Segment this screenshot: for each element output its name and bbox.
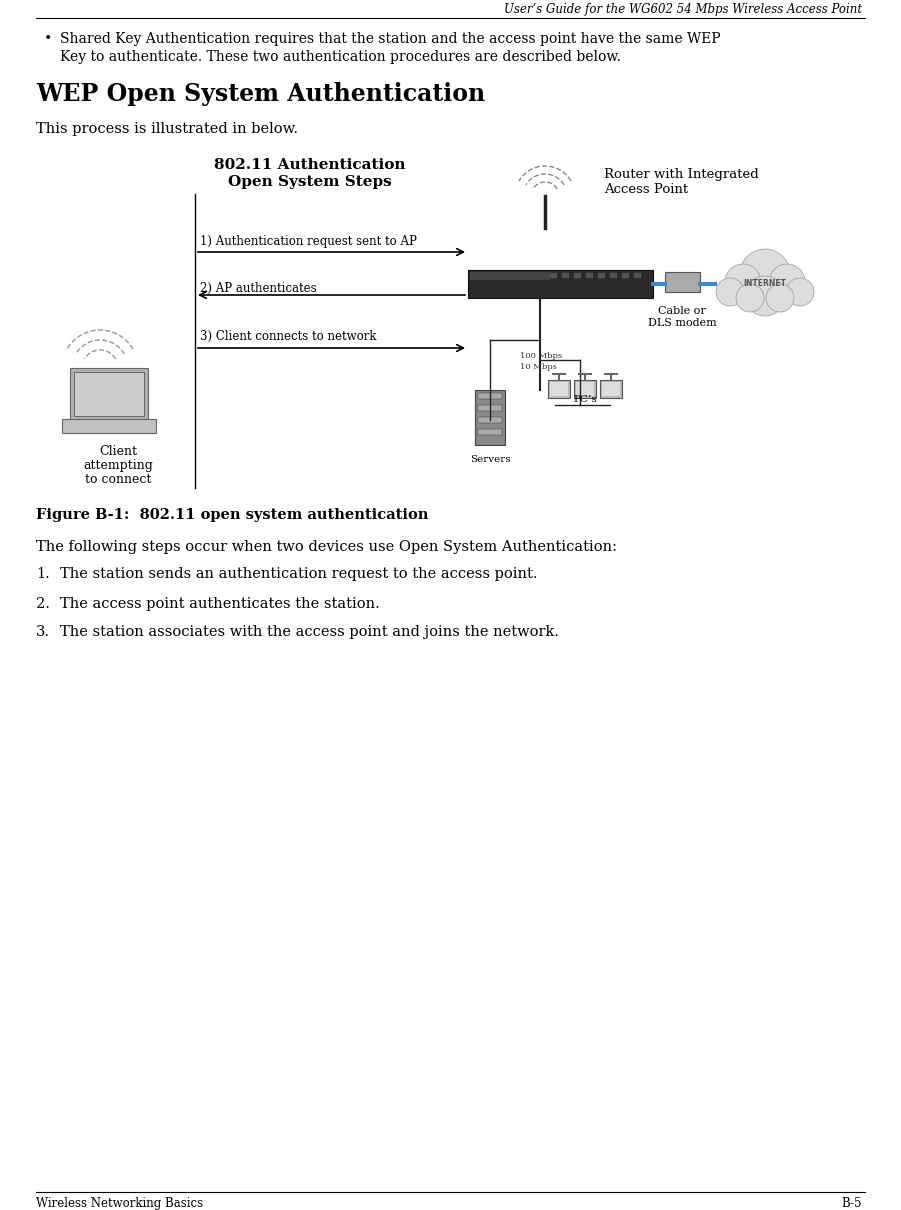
Text: The station sends an authentication request to the access point.: The station sends an authentication requ… bbox=[60, 567, 538, 581]
Text: PC’s: PC’s bbox=[573, 394, 596, 404]
Text: •: • bbox=[44, 31, 52, 46]
Circle shape bbox=[766, 284, 794, 312]
Text: Shared Key Authentication requires that the station and the access point have th: Shared Key Authentication requires that … bbox=[60, 31, 721, 46]
Text: The access point authenticates the station.: The access point authenticates the stati… bbox=[60, 597, 379, 611]
Bar bbox=[490, 273, 497, 278]
Text: Access Point: Access Point bbox=[604, 183, 688, 196]
Bar bbox=[475, 390, 505, 445]
Text: Cable or: Cable or bbox=[658, 306, 705, 316]
Bar bbox=[526, 273, 533, 278]
Circle shape bbox=[745, 276, 785, 316]
Circle shape bbox=[716, 278, 744, 306]
Bar bbox=[548, 380, 570, 398]
Text: B-5: B-5 bbox=[842, 1197, 862, 1210]
Bar bbox=[62, 419, 156, 433]
Text: 1) Authentication request sent to AP: 1) Authentication request sent to AP bbox=[200, 235, 417, 248]
Circle shape bbox=[786, 278, 814, 306]
Text: The station associates with the access point and joins the network.: The station associates with the access p… bbox=[60, 626, 559, 639]
Bar bbox=[478, 405, 502, 411]
Bar bbox=[470, 272, 550, 280]
Bar bbox=[574, 380, 596, 398]
Text: 2.: 2. bbox=[36, 597, 50, 611]
Text: INTERNET: INTERNET bbox=[743, 280, 787, 288]
Bar bbox=[478, 417, 502, 424]
Bar bbox=[576, 382, 594, 396]
Text: WEP Open System Authentication: WEP Open System Authentication bbox=[36, 82, 485, 106]
Bar bbox=[598, 273, 605, 278]
Bar bbox=[610, 273, 617, 278]
Bar bbox=[514, 273, 521, 278]
Text: Open System Steps: Open System Steps bbox=[228, 175, 392, 189]
Bar bbox=[634, 273, 641, 278]
Circle shape bbox=[769, 264, 805, 300]
Text: 3.: 3. bbox=[36, 626, 50, 639]
Bar bbox=[478, 430, 502, 436]
Text: Wireless Networking Basics: Wireless Networking Basics bbox=[36, 1197, 203, 1210]
Text: Key to authenticate. These two authentication procedures are described below.: Key to authenticate. These two authentic… bbox=[60, 50, 621, 64]
Circle shape bbox=[740, 249, 790, 299]
Text: 802.11 Authentication: 802.11 Authentication bbox=[214, 159, 405, 172]
Text: 1.: 1. bbox=[36, 567, 50, 581]
Bar bbox=[550, 273, 557, 278]
Text: attempting: attempting bbox=[83, 459, 153, 472]
Bar bbox=[70, 368, 148, 420]
Text: 10 Mbps: 10 Mbps bbox=[520, 363, 557, 371]
Text: 3) Client connects to network: 3) Client connects to network bbox=[200, 330, 377, 342]
Text: The following steps occur when two devices use Open System Authentication:: The following steps occur when two devic… bbox=[36, 540, 617, 554]
Circle shape bbox=[736, 284, 764, 312]
Bar bbox=[586, 273, 593, 278]
Text: Figure B-1:  802.11 open system authentication: Figure B-1: 802.11 open system authentic… bbox=[36, 508, 428, 522]
Bar bbox=[550, 382, 568, 396]
Text: 100 Mbps: 100 Mbps bbox=[520, 352, 562, 361]
Bar bbox=[478, 273, 485, 278]
Bar bbox=[478, 393, 502, 399]
Text: Servers: Servers bbox=[469, 455, 510, 463]
Text: User’s Guide for the WG602 54 Mbps Wireless Access Point: User’s Guide for the WG602 54 Mbps Wirel… bbox=[504, 2, 862, 16]
Bar bbox=[602, 382, 620, 396]
Circle shape bbox=[725, 264, 761, 300]
Bar bbox=[600, 380, 622, 398]
Text: This process is illustrated in below.: This process is illustrated in below. bbox=[36, 122, 298, 136]
Text: Router with Integrated: Router with Integrated bbox=[604, 168, 759, 182]
Bar bbox=[622, 273, 629, 278]
Bar bbox=[562, 273, 569, 278]
Text: DLS modem: DLS modem bbox=[648, 318, 716, 328]
Bar bbox=[468, 270, 653, 298]
Bar bbox=[538, 273, 545, 278]
Bar bbox=[574, 273, 581, 278]
Text: Client: Client bbox=[99, 445, 137, 459]
Bar bbox=[74, 371, 144, 416]
Bar bbox=[665, 272, 700, 292]
Text: to connect: to connect bbox=[85, 473, 151, 486]
Bar bbox=[502, 273, 509, 278]
Text: 2) AP authenticates: 2) AP authenticates bbox=[200, 282, 316, 295]
